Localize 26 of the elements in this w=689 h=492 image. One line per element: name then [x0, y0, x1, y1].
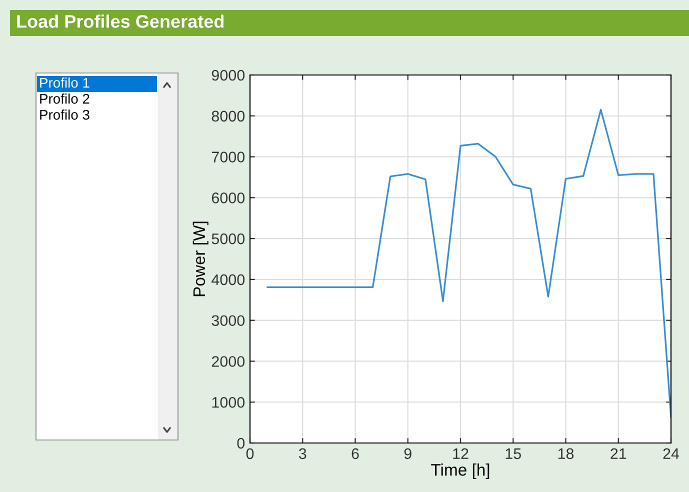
y-tick-label: 6000 — [212, 192, 245, 204]
x-tick-label: 9 — [404, 448, 412, 460]
x-tick-label: 0 — [246, 448, 254, 460]
y-tick-label: 2000 — [212, 356, 245, 367]
y-axis-title: Power [W] — [192, 222, 208, 296]
x-tick-label: 24 — [663, 448, 680, 459]
x-tick-label: 12 — [453, 448, 468, 459]
x-tick-label: 3 — [298, 448, 306, 460]
y-tick-label: 5000 — [212, 233, 245, 244]
x-tick-label: 15 — [506, 448, 521, 460]
y-tick-label: 3000 — [212, 315, 245, 326]
line-series — [266, 108, 671, 418]
text: Load Profiles Generated — [17, 14, 224, 28]
x-axis-title: Time [h] — [431, 463, 490, 480]
x-tick-label: 21 — [610, 448, 626, 459]
y-tick-label: 8000 — [212, 110, 245, 122]
x-tick-label: 6 — [352, 448, 359, 460]
text: Profilo 3 — [40, 110, 90, 120]
text: Profilo 2 — [40, 94, 90, 104]
text: Profilo 1 — [40, 78, 90, 88]
y-tick-label: 7000 — [212, 152, 245, 162]
y-tick-label: 1000 — [212, 396, 245, 408]
y-tick-label: 9000 — [212, 70, 245, 81]
x-tick-label: 18 — [558, 448, 574, 460]
y-tick-label: 4000 — [212, 274, 245, 286]
y-tick-label: 0 — [237, 438, 245, 449]
